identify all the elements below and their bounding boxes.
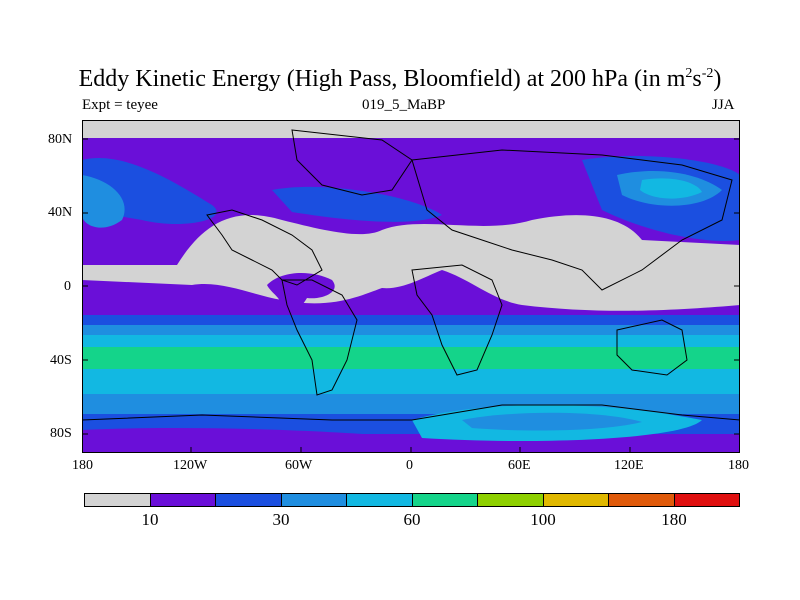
north-pacific-cyan-patch [82, 175, 125, 228]
lat-tick-40s: 40S [50, 353, 72, 368]
season-label: JJA [712, 97, 735, 113]
southern-cyan-band-1 [82, 325, 740, 335]
colorbar-label-30: 30 [272, 510, 290, 529]
australia-outline [616, 319, 688, 376]
colorbar-box-5 [412, 494, 478, 506]
colorbar-label-180: 180 [661, 510, 687, 529]
colorbar-label-60: 60 [403, 510, 421, 529]
southern-ocean-cyan-patch [462, 412, 642, 431]
lat-tick-80n: 80N [48, 132, 73, 147]
lat-tick-0: 0 [64, 279, 71, 294]
map-title: Eddy Kinetic Energy (High Pass, Bloomfie… [0, 66, 800, 93]
colorbar-box-8 [609, 494, 675, 506]
colorbar-label-10: 10 [141, 510, 159, 529]
colorbar-box-1 [150, 494, 216, 506]
colorbar-box-0 [85, 494, 151, 506]
colorbar-box-2 [216, 494, 282, 506]
tropical-low-eke-band [82, 215, 740, 311]
colorbar-box-6 [478, 494, 544, 506]
run-id-label: 019_5_MaBP [362, 97, 446, 113]
lon-tick-180e: 180 [728, 458, 749, 473]
lon-tick-120e: 120E [614, 458, 644, 473]
north-america-outline [206, 209, 323, 286]
lon-tick-60w: 60W [285, 458, 313, 473]
antarctica-outline [82, 404, 740, 421]
southern-teal-band-1 [82, 335, 740, 347]
southern-green-band [82, 347, 740, 369]
lat-tick-40n: 40N [48, 205, 73, 220]
colorbar-box-3 [281, 494, 347, 506]
south-america-outline [281, 279, 358, 396]
lon-tick-60e: 60E [508, 458, 531, 473]
eurasia-outline [411, 149, 733, 291]
southern-teal-band-2 [82, 369, 740, 394]
tropical-purple-intrusion [267, 273, 335, 316]
title-close: ) [713, 66, 722, 92]
africa-outline [411, 264, 503, 376]
colorbar [84, 493, 740, 507]
title-sup-1: 2 [685, 66, 693, 81]
lon-tick-180w: 180 [72, 458, 93, 473]
title-text: Eddy Kinetic Energy (High Pass, Bloomfie… [78, 66, 686, 92]
title-unit-s: s [692, 66, 702, 92]
lon-tick-120w: 120W [173, 458, 208, 473]
north-asia-teal-patch [640, 178, 702, 199]
lat-tick-80s: 80S [50, 426, 72, 441]
experiment-label: Expt = teyee [82, 97, 158, 113]
map-tick-marks [82, 138, 740, 453]
colorbar-box-4 [347, 494, 413, 506]
eke-map [82, 120, 740, 453]
southern-blue-band-1 [82, 315, 740, 325]
north-atlantic-blue-patch [272, 186, 442, 222]
colorbar-box-7 [543, 494, 609, 506]
title-sup-2: -2 [701, 66, 714, 81]
north-polar-low-band [82, 120, 740, 138]
continent-outlines [82, 129, 740, 421]
lon-tick-0: 0 [406, 458, 413, 473]
colorbar-label-100: 100 [530, 510, 556, 529]
greenland-outline [291, 129, 413, 196]
colorbar-box-9 [674, 494, 739, 506]
